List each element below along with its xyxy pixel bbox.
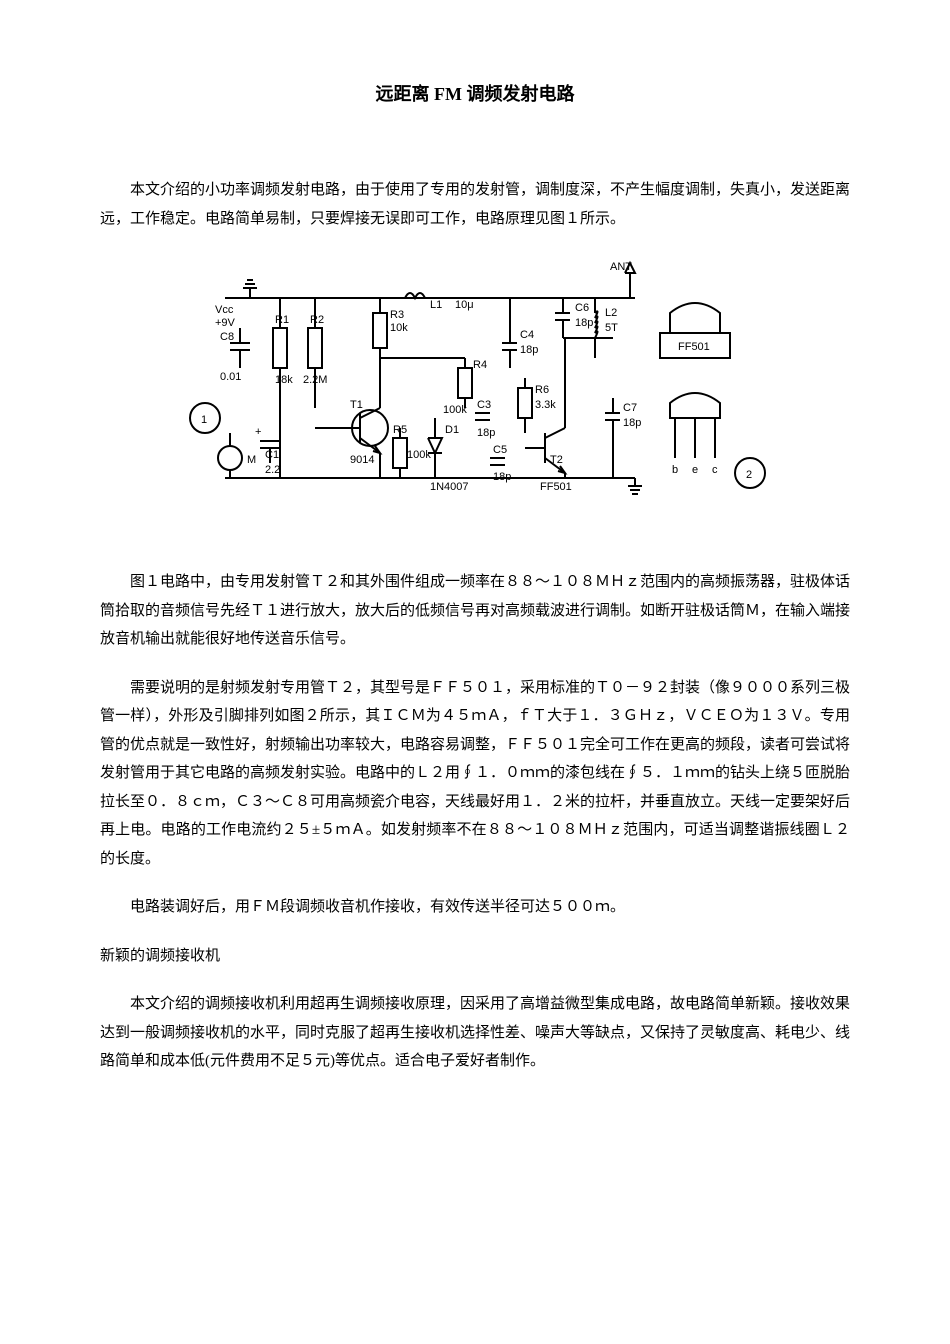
- t2-value: FF501: [540, 481, 572, 493]
- paragraph-4: 电路装调好后，用ＦＭ段调频收音机作接收，有效传送半径可达５００ｍ。: [100, 893, 850, 922]
- l1-value: 10μ: [455, 299, 474, 311]
- c7-label: C7: [623, 402, 637, 414]
- r3-value: 10k: [390, 322, 408, 334]
- c5-label: C5: [493, 444, 507, 456]
- c8-label: C8: [220, 331, 234, 343]
- page-title: 远距离 FM 调频发射电路: [100, 80, 850, 106]
- circuit-diagram-container: Vcc +9V L1 10μ R1 18k R2 2.2M C8 0.01: [100, 258, 850, 518]
- r6-label: R6: [535, 384, 549, 396]
- c6-value: 18p: [575, 317, 593, 329]
- r2-value: 2.2M: [303, 374, 327, 386]
- antenna-label: ANT: [610, 261, 632, 273]
- l1-label: L1: [430, 299, 442, 311]
- pin-c: c: [712, 464, 718, 476]
- r5-label: R5: [393, 424, 407, 436]
- vcc-label: Vcc: [215, 304, 234, 316]
- paragraph-5: 本文介绍的调频接收机利用超再生调频接收原理，因采用了高增益微型集成电路，故电路简…: [100, 990, 850, 1076]
- r1-label: R1: [275, 314, 289, 326]
- t2-label: T2: [550, 454, 563, 466]
- c5-value: 18p: [493, 471, 511, 483]
- r4-value: 100k: [443, 404, 467, 416]
- c1-plus: +: [255, 426, 261, 438]
- l2-label: L2: [605, 307, 617, 319]
- circle-2-label: 2: [746, 469, 752, 481]
- c3-value: 18p: [477, 427, 495, 439]
- paragraph-1: 本文介绍的小功率调频发射电路，由于使用了专用的发射管，调制度深，不产生幅度调制，…: [100, 176, 850, 233]
- c4-value: 18p: [520, 344, 538, 356]
- circuit-diagram: Vcc +9V L1 10μ R1 18k R2 2.2M C8 0.01: [175, 258, 775, 518]
- r4-label: R4: [473, 359, 487, 371]
- t1-label: T1: [350, 399, 363, 411]
- subtitle-2: 新颖的调频接收机: [100, 942, 850, 971]
- c1-label: C1: [265, 449, 279, 461]
- ff501-label: FF501: [678, 341, 710, 353]
- vcc-value: +9V: [215, 317, 236, 329]
- circle-1-label: 1: [201, 414, 207, 426]
- paragraph-2: 图１电路中，由专用发射管Ｔ２和其外围件组成一频率在８８～１０８ＭＨｚ范围内的高频…: [100, 568, 850, 654]
- r3-label: R3: [390, 309, 404, 321]
- l2-value: 5T: [605, 322, 618, 334]
- pin-e: e: [692, 464, 698, 476]
- c1-value: 2.2: [265, 464, 280, 476]
- c4-label: C4: [520, 329, 534, 341]
- r2-label: R2: [310, 314, 324, 326]
- r6-value: 3.3k: [535, 399, 556, 411]
- mic-label: M: [247, 454, 256, 466]
- c7-value: 18p: [623, 417, 641, 429]
- t1-value: 9014: [350, 454, 374, 466]
- pin-b: b: [672, 464, 678, 476]
- d1-value: 1N4007: [430, 481, 469, 493]
- c6-label: C6: [575, 302, 589, 314]
- r1-value: 18k: [275, 374, 293, 386]
- c8-value: 0.01: [220, 371, 241, 383]
- d1-label: D1: [445, 424, 459, 436]
- r5-value: 100k: [407, 449, 431, 461]
- c3-label: C3: [477, 399, 491, 411]
- paragraph-3: 需要说明的是射频发射专用管Ｔ２，其型号是ＦＦ５０１，采用标准的Ｔ０－９２封装（像…: [100, 674, 850, 874]
